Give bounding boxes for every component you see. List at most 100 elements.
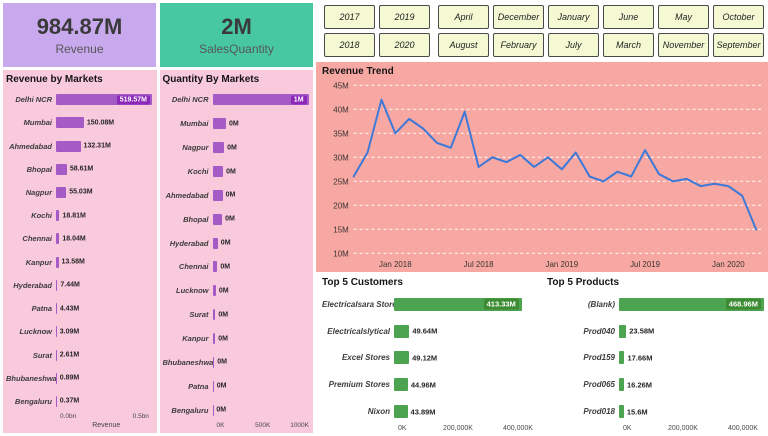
bar[interactable] bbox=[56, 140, 81, 152]
month-slicer-button-december[interactable]: December bbox=[493, 5, 544, 29]
month-slicer-button-may[interactable]: May bbox=[658, 5, 709, 29]
bar-track: 0M bbox=[212, 213, 310, 225]
bar[interactable] bbox=[56, 256, 59, 268]
bar-value-label: 0M bbox=[220, 263, 231, 271]
bar[interactable] bbox=[56, 372, 57, 384]
bar[interactable] bbox=[619, 351, 625, 365]
bar-category-label: Bengaluru bbox=[171, 405, 209, 415]
year-slicer-button-2018[interactable]: 2018 bbox=[324, 33, 375, 57]
bar[interactable] bbox=[394, 378, 408, 392]
month-slicer-button-august[interactable]: August bbox=[438, 33, 489, 57]
bar[interactable] bbox=[56, 210, 60, 222]
month-slicer: April December January June May October August… bbox=[438, 5, 764, 57]
bar[interactable] bbox=[56, 117, 84, 129]
bar[interactable] bbox=[212, 333, 216, 345]
bar-track: 4.43M bbox=[56, 303, 153, 315]
month-slicer-button-april[interactable]: April bbox=[438, 5, 489, 29]
x-axis: 0K 200,000K 400,000K bbox=[623, 425, 764, 434]
bar[interactable] bbox=[212, 118, 226, 130]
bar-row-chennai: Chennai 0M bbox=[163, 255, 310, 279]
bar[interactable] bbox=[212, 166, 224, 177]
trend-line-plot[interactable]: 45M 40M 35M 30M 25M 20M 15M 10M Jan 2018 Jul 2018… bbox=[320, 77, 766, 272]
month-slicer-button-march[interactable]: March bbox=[603, 33, 654, 57]
bar-category-label: Bhubaneshwar bbox=[162, 357, 213, 367]
bar[interactable] bbox=[212, 189, 223, 201]
bar-value-label: 49.64M bbox=[412, 326, 438, 336]
bar-row-nixon: Nixon 43.89M bbox=[322, 398, 539, 425]
bar-track: 23.58M bbox=[619, 324, 764, 338]
bar[interactable] bbox=[212, 404, 214, 416]
y-axis-tick: 20M bbox=[333, 201, 349, 210]
bar-track: 0.37M bbox=[56, 395, 153, 407]
x-axis-tick: 0K bbox=[623, 425, 632, 432]
y-axis-tick: 30M bbox=[333, 153, 349, 162]
bar-category-label: Bhopal bbox=[183, 214, 209, 224]
bar-row-kanpur: Kanpur 0M bbox=[163, 327, 310, 351]
revenue-trend-line[interactable] bbox=[352, 98, 758, 231]
bar-rows: Delhi NCR 519.57M Mumbai 150.08M Ahmedabad 13… bbox=[6, 88, 153, 413]
bar[interactable] bbox=[394, 405, 408, 419]
bar[interactable] bbox=[212, 213, 223, 225]
bar[interactable] bbox=[212, 285, 216, 297]
month-slicer-button-november[interactable]: November bbox=[658, 33, 709, 57]
chart-title: Quantity By Markets bbox=[162, 74, 260, 85]
bar[interactable] bbox=[56, 303, 57, 315]
bar[interactable] bbox=[56, 395, 57, 407]
y-axis-tick: 15M bbox=[333, 225, 349, 234]
bar-rows: Delhi NCR 1M Mumbai 0M Nagpur 0M Kochi 0M Ahmeda… bbox=[163, 88, 310, 422]
bar[interactable] bbox=[619, 324, 627, 338]
year-slicer-button-2017[interactable]: 2017 bbox=[324, 5, 375, 29]
month-slicer-button-june[interactable]: June bbox=[603, 5, 654, 29]
month-slicer-button-october[interactable]: October bbox=[713, 5, 764, 29]
bar[interactable] bbox=[212, 309, 216, 321]
bar-value-label: 0M bbox=[225, 215, 235, 223]
bar-track: 519.57M bbox=[56, 94, 153, 106]
bar[interactable] bbox=[56, 94, 153, 106]
x-axis-tick: 200,000K bbox=[668, 425, 698, 432]
bar-value-label: 18.81M bbox=[62, 212, 86, 220]
bar-category-label: Delhi NCR bbox=[171, 95, 209, 105]
bar[interactable] bbox=[212, 261, 218, 273]
year-slicer-button-2019[interactable]: 2019 bbox=[379, 5, 430, 29]
bar-rows: (Blank) 468.96M Prod040 23.58M Prod159 17.66M… bbox=[547, 291, 764, 425]
bar[interactable] bbox=[56, 279, 58, 291]
bar-category-label: Bhubaneshwar bbox=[6, 373, 56, 383]
month-slicer-button-july[interactable]: July bbox=[548, 33, 599, 57]
bar[interactable] bbox=[619, 378, 625, 392]
bar[interactable] bbox=[212, 94, 309, 106]
bar[interactable] bbox=[56, 326, 57, 338]
bar-track: 0.89M bbox=[56, 372, 153, 384]
bar-track: 2.61M bbox=[56, 349, 153, 361]
bar-value-label: 519.57M bbox=[116, 95, 150, 105]
month-slicer-button-january[interactable]: January bbox=[548, 5, 599, 29]
bar[interactable] bbox=[394, 351, 410, 365]
bar-track: 15.6M bbox=[619, 405, 764, 419]
bar-category-label: Premium Stores bbox=[328, 380, 390, 390]
bar-category-label: Kanpur bbox=[25, 257, 52, 267]
year-slicer-button-2020[interactable]: 2020 bbox=[379, 33, 430, 57]
bar[interactable] bbox=[56, 163, 67, 175]
bar-row-patna: Patna 0M bbox=[163, 374, 310, 398]
bar-value-label: 132.31M bbox=[83, 142, 111, 150]
kpi-card-salesquantity[interactable]: 2M SalesQuantity bbox=[160, 3, 313, 67]
bar-category-label: Hyderabad bbox=[169, 238, 209, 248]
bar[interactable] bbox=[212, 142, 225, 154]
bar[interactable] bbox=[56, 349, 57, 361]
bar-row-prod018: Prod018 15.6M bbox=[547, 398, 764, 425]
bar-row-bhubaneshwar: Bhubaneshwar 0M bbox=[163, 350, 310, 374]
bar[interactable] bbox=[394, 324, 410, 338]
market-charts-row: Revenue by Markets Delhi NCR 519.57M Mumba… bbox=[3, 70, 313, 433]
bar-track: 0M bbox=[212, 285, 310, 297]
bar-rows: Electricalsara Stores 413.33M Electricalsl… bbox=[322, 291, 539, 425]
bar[interactable] bbox=[212, 380, 214, 392]
bar[interactable] bbox=[56, 233, 60, 245]
bar[interactable] bbox=[212, 356, 215, 368]
bar[interactable] bbox=[619, 405, 624, 419]
bar[interactable] bbox=[56, 186, 67, 198]
x-axis-tick: 400,000K bbox=[728, 425, 758, 432]
month-slicer-button-september[interactable]: September bbox=[713, 33, 764, 57]
month-slicer-button-february[interactable]: February bbox=[493, 33, 544, 57]
bar[interactable] bbox=[212, 237, 218, 249]
kpi-card-revenue[interactable]: 984.87M Revenue bbox=[3, 3, 156, 67]
